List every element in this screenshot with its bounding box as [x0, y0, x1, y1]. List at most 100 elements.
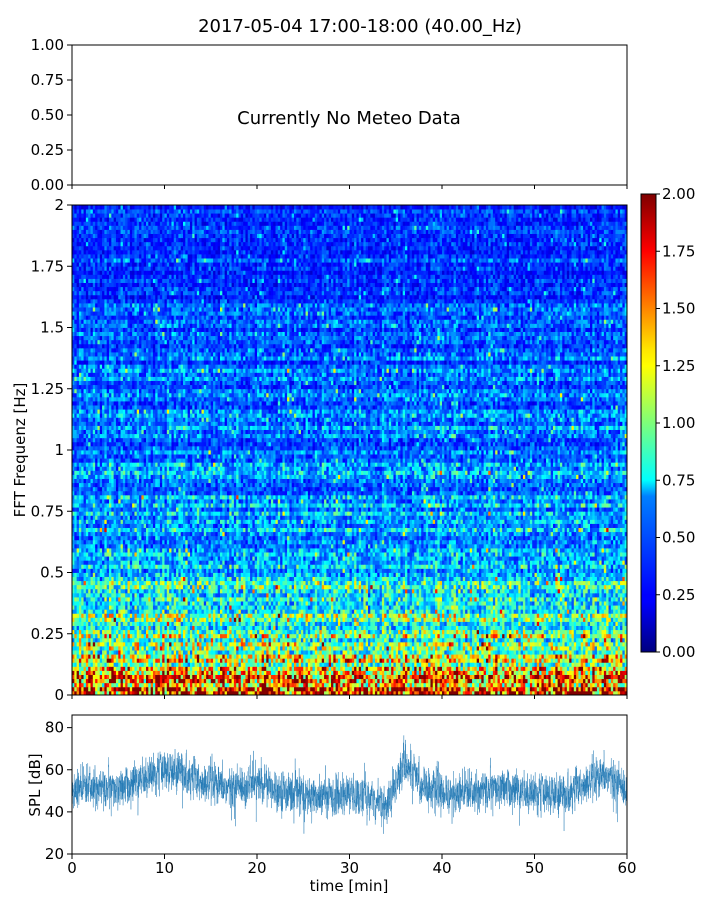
heatmap-cell [400, 675, 403, 679]
heatmap-cell [463, 675, 466, 679]
heatmap-cell [322, 679, 325, 683]
heatmap-cell [532, 687, 535, 691]
heatmap-cell [269, 687, 272, 691]
heatmap-cell [389, 666, 392, 670]
heatmap-cell [352, 662, 355, 666]
heatmap-cell [615, 662, 618, 666]
heatmap-cell [451, 679, 454, 683]
heatmap-cell [537, 666, 540, 670]
heatmap-cell [592, 671, 595, 675]
heatmap-cell [544, 683, 547, 687]
heatmap-cell [456, 662, 459, 666]
heatmap-cell [426, 662, 429, 666]
heatmap-cell [141, 687, 144, 691]
heatmap-cell [151, 683, 154, 687]
heatmap-cell [495, 666, 498, 670]
heatmap-cell [250, 679, 253, 683]
heatmap-cell [410, 675, 413, 679]
heatmap-cell [243, 654, 246, 658]
heatmap-cell [315, 687, 318, 691]
heatmap-cell [384, 662, 387, 666]
heatmap-cell [567, 671, 570, 675]
heatmap-cell [403, 662, 406, 666]
heatmap-cell [222, 666, 225, 670]
heatmap-cell [451, 658, 454, 662]
heatmap-cell [202, 662, 205, 666]
heatmap-cell [148, 658, 151, 662]
heatmap-cell [615, 687, 618, 691]
heatmap-cell [317, 658, 320, 662]
heatmap-cell [606, 671, 609, 675]
heatmap-cell [343, 666, 346, 670]
heatmap-cell [481, 675, 484, 679]
heatmap-cell [264, 683, 267, 687]
heatmap-cell [322, 687, 325, 691]
heatmap-cell [373, 666, 376, 670]
heatmap-cell [299, 687, 302, 691]
heatmap-cell [225, 666, 228, 670]
heatmap-cell [245, 679, 248, 683]
heatmap-cell [613, 671, 616, 675]
heatmap-cell [197, 654, 200, 658]
heatmap-cell [442, 658, 445, 662]
heatmap-cell [590, 683, 593, 687]
heatmap-cell [188, 658, 191, 662]
heatmap-cell [109, 666, 112, 670]
heatmap-cell [590, 658, 593, 662]
heatmap-cell [202, 675, 205, 679]
heatmap-cell [389, 662, 392, 666]
heatmap-cell [472, 658, 475, 662]
heatmap-cell [521, 666, 524, 670]
heatmap-cell [509, 687, 512, 691]
heatmap-cell [141, 671, 144, 675]
heatmap-cell [315, 679, 318, 683]
heatmap-cell [329, 658, 332, 662]
heatmap-cell [176, 683, 179, 687]
heatmap-cell [100, 671, 103, 675]
heatmap-cell [79, 675, 82, 679]
heatmap-cell [81, 675, 84, 679]
heatmap-cell [128, 683, 131, 687]
heatmap-cell [359, 687, 362, 691]
heatmap-cell [329, 679, 332, 683]
heatmap-cell [104, 662, 107, 666]
heatmap-cell [276, 671, 279, 675]
heatmap-cell [296, 675, 299, 679]
heatmap-cell [252, 658, 255, 662]
heatmap-cell [86, 671, 89, 675]
heatmap-cell [234, 658, 237, 662]
heatmap-cell [199, 654, 202, 658]
heatmap-cell [345, 679, 348, 683]
heatmap-cell [347, 679, 350, 683]
heatmap-cell [528, 679, 531, 683]
heatmap-cell [220, 671, 223, 675]
heatmap-cell [213, 679, 216, 683]
heatmap-cell [449, 662, 452, 666]
heatmap-cell [606, 662, 609, 666]
heatmap-cell [185, 666, 188, 670]
heatmap-cell [539, 687, 542, 691]
heatmap-cell [454, 671, 457, 675]
heatmap-cell [521, 658, 524, 662]
heatmap-cell [121, 687, 124, 691]
heatmap-cell [118, 654, 121, 658]
heatmap-cell [484, 679, 487, 683]
heatmap-cell [387, 658, 390, 662]
heatmap-cell [428, 658, 431, 662]
heatmap-cell [160, 662, 163, 666]
heatmap-cell [622, 666, 625, 670]
heatmap-cell [396, 671, 399, 675]
heatmap-cell [477, 687, 480, 691]
heatmap-cell [509, 683, 512, 687]
heatmap-cell [158, 671, 161, 675]
heatmap-cell [514, 662, 517, 666]
heatmap-cell [433, 675, 436, 679]
heatmap-cell [319, 687, 322, 691]
heatmap-cell [414, 658, 417, 662]
heatmap-cell [121, 671, 124, 675]
heatmap-cell [294, 662, 297, 666]
heatmap-cell [77, 671, 80, 675]
heatmap-cell [174, 662, 177, 666]
heatmap-cell [599, 671, 602, 675]
heatmap-cell [572, 658, 575, 662]
